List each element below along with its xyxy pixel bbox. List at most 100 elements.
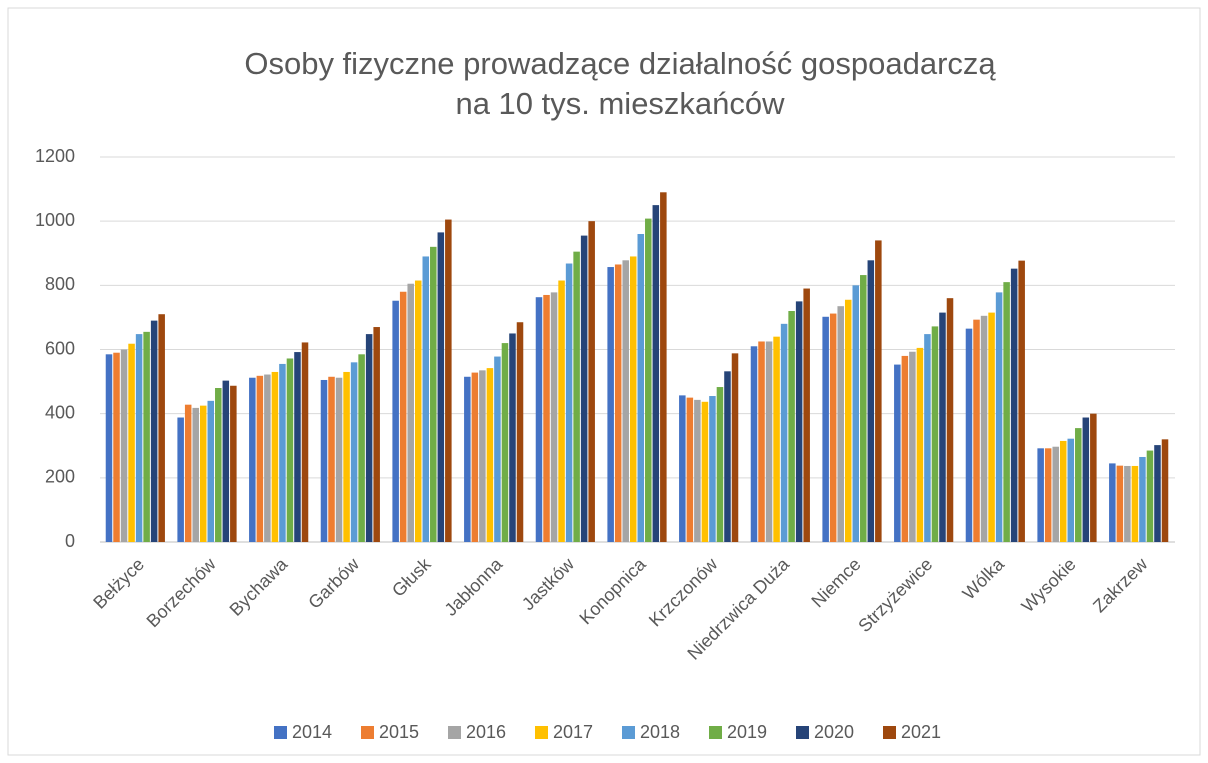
- bar: [946, 298, 954, 542]
- bar: [931, 326, 939, 542]
- bar: [709, 396, 716, 542]
- bar: [924, 334, 931, 542]
- legend-label: 2020: [814, 722, 854, 742]
- bar: [988, 312, 995, 542]
- bar: [803, 288, 810, 542]
- legend-swatch: [883, 726, 896, 739]
- bar: [256, 375, 264, 542]
- bar: [373, 327, 380, 542]
- bar: [829, 313, 837, 542]
- bar: [350, 362, 358, 542]
- bar: [573, 251, 580, 543]
- bar: [120, 349, 128, 542]
- bar: [1037, 448, 1044, 542]
- bar: [1052, 446, 1059, 542]
- bar: [837, 306, 844, 542]
- bar: [335, 377, 343, 542]
- bar: [1082, 417, 1090, 542]
- y-tick-label: 0: [65, 531, 75, 551]
- bar: [320, 379, 328, 542]
- bar: [184, 404, 192, 542]
- bar: [1003, 282, 1010, 542]
- bar: [580, 235, 588, 542]
- bar: [199, 405, 207, 542]
- bar: [645, 218, 652, 542]
- bar: [660, 192, 667, 542]
- bar: [509, 333, 516, 542]
- bar: [1010, 268, 1018, 542]
- bar: [758, 341, 765, 542]
- bar: [1154, 445, 1161, 542]
- bar: [494, 356, 501, 542]
- bar: [565, 263, 573, 542]
- bar: [135, 334, 143, 542]
- bar: [279, 363, 286, 542]
- bar: [192, 407, 199, 542]
- bar: [795, 301, 803, 542]
- bar: [731, 353, 739, 542]
- bar: [916, 347, 924, 542]
- bar: [399, 291, 407, 542]
- bar: [486, 368, 494, 542]
- bar: [550, 292, 558, 542]
- bar: [622, 260, 629, 542]
- bar: [1075, 428, 1082, 542]
- bar: [701, 401, 709, 542]
- bar: [479, 370, 486, 542]
- bar: [973, 319, 980, 542]
- y-tick-label: 600: [45, 338, 75, 358]
- bar: [414, 280, 422, 542]
- bar: [430, 246, 437, 543]
- legend-swatch: [622, 726, 635, 739]
- bar: [343, 371, 350, 542]
- bar: [780, 323, 788, 542]
- legend-swatch: [535, 726, 548, 739]
- bar: [158, 314, 165, 542]
- bar: [177, 417, 184, 542]
- legend-label: 2021: [901, 722, 941, 742]
- legend-label: 2016: [466, 722, 506, 742]
- bar: [686, 397, 694, 542]
- bar: [1146, 450, 1154, 542]
- bar: [150, 320, 158, 542]
- bar: [875, 240, 882, 542]
- bar: [995, 292, 1003, 542]
- bar: [894, 364, 901, 542]
- bar: [294, 352, 301, 542]
- legend-label: 2019: [727, 722, 767, 742]
- bar: [1109, 463, 1116, 542]
- bar: [1067, 438, 1075, 542]
- bar: [535, 297, 543, 542]
- bar: [501, 343, 509, 542]
- bar: [207, 400, 215, 542]
- bar: [301, 342, 309, 542]
- bar: [901, 355, 909, 542]
- bar: [271, 371, 279, 542]
- bar: [286, 358, 294, 542]
- y-tick-label: 1200: [35, 146, 75, 166]
- bar: [407, 283, 414, 542]
- bar: [694, 399, 701, 542]
- bar: [788, 311, 795, 542]
- bar: [716, 387, 724, 542]
- bar: [1161, 439, 1169, 542]
- bar: [1131, 465, 1139, 542]
- bar: [965, 328, 973, 542]
- y-tick-label: 800: [45, 274, 75, 294]
- bar: [1124, 465, 1131, 542]
- bar: [939, 312, 946, 542]
- y-tick-label: 200: [45, 467, 75, 487]
- bar: [437, 232, 445, 543]
- bar: [230, 385, 237, 542]
- bar: [1090, 413, 1097, 542]
- legend-label: 2018: [640, 722, 680, 742]
- bar: [143, 331, 150, 542]
- bar: [750, 346, 758, 542]
- bar: [445, 219, 452, 542]
- bar: [365, 334, 373, 542]
- bar: [1139, 456, 1146, 542]
- bar: [543, 294, 550, 542]
- bar: [1059, 440, 1067, 542]
- bar: [679, 395, 686, 542]
